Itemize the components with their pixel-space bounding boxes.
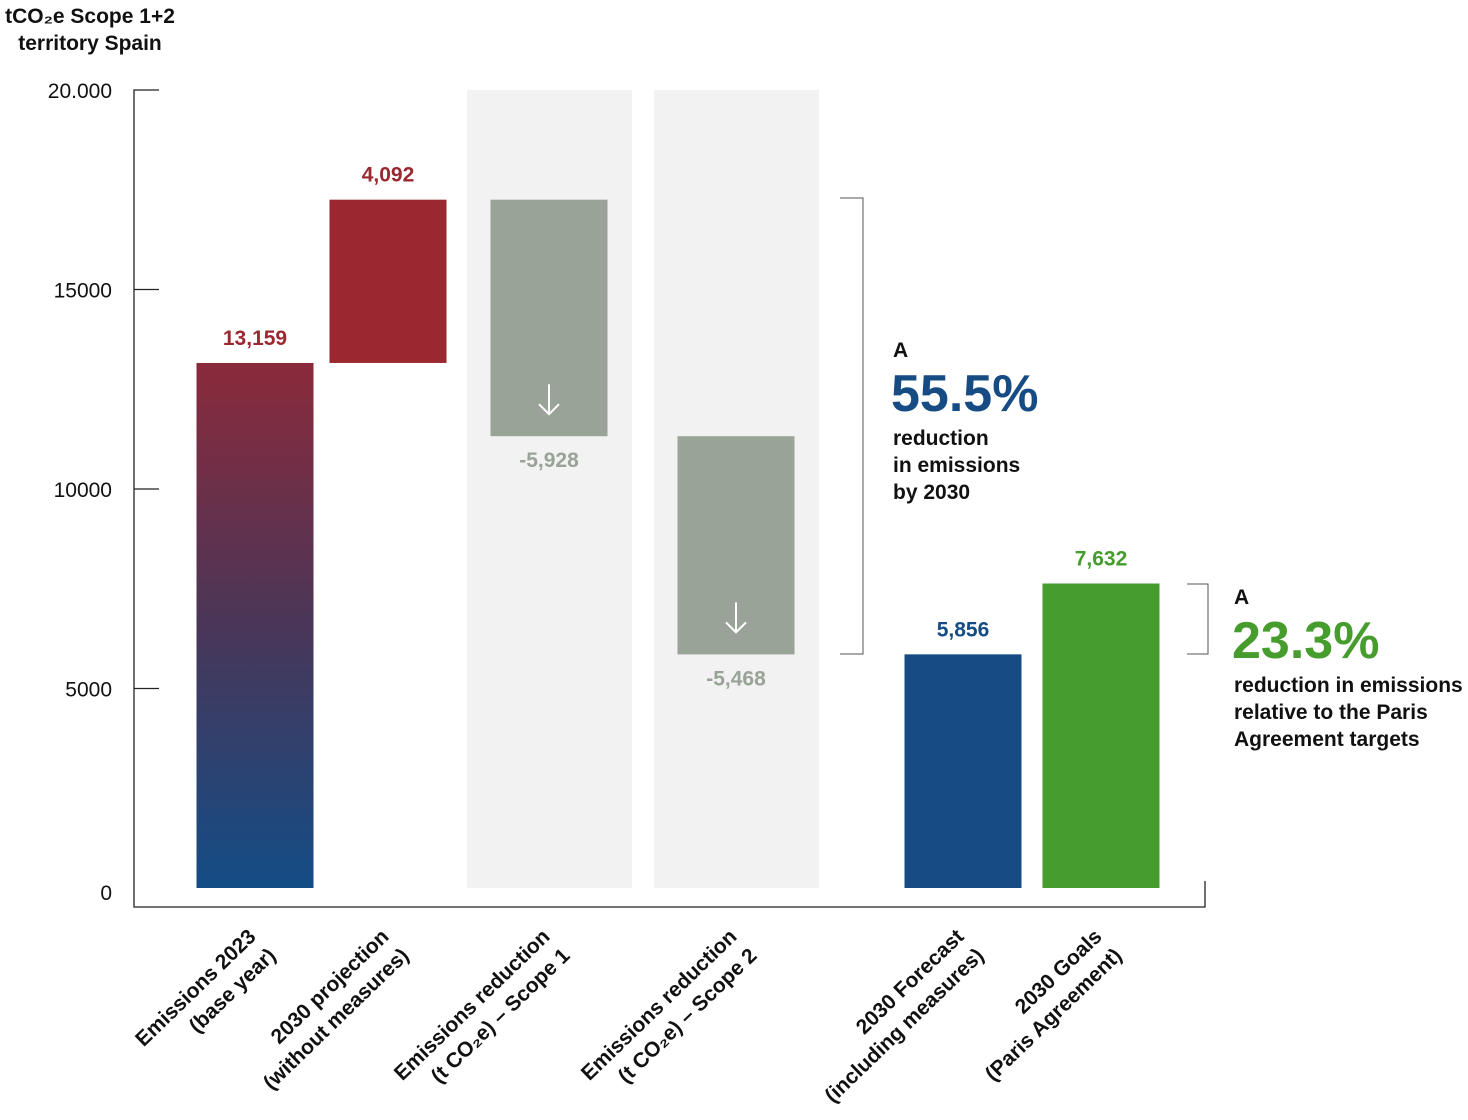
x-tick-label: Emissions reduction [390,925,555,1085]
annotation-prefix: A [893,339,908,362]
annotation-text: reduction in emissions [1234,674,1463,697]
y-tick-label: 20.000 [48,80,112,103]
y-tick-label: 15000 [54,280,112,303]
annotation-prefix: A [1234,586,1249,609]
arrow-down-icon [538,384,560,416]
data-label: -5,468 [706,667,766,690]
bracket [840,197,864,655]
data-label: 4,092 [362,164,415,187]
annotation-value: 55.5% [891,365,1038,423]
y-tick-label: 0 [100,882,112,905]
annotation-text: by 2030 [893,481,970,504]
data-label: 13,159 [223,327,287,350]
annotation-text: Agreement targets [1234,728,1420,751]
data-label: 5,856 [937,618,990,641]
bar [329,199,447,363]
y-axis-title: tCO₂e Scope 1+2 [5,5,175,28]
y-tick-label: 5000 [65,679,112,702]
annotation-text: reduction [893,427,989,450]
annotation-text: in emissions [893,454,1020,477]
annotation-value: 23.3% [1232,612,1379,670]
annotation-text: relative to the Paris [1234,701,1428,724]
data-label: 7,632 [1075,547,1128,570]
bar [904,654,1022,888]
y-tick-label: 10000 [54,479,112,502]
x-tick-label: (including measures) [821,944,989,1107]
axis-frame [133,89,1206,908]
data-label: -5,928 [519,449,579,472]
bar [1042,583,1160,888]
x-tick-label: Emissions reduction [577,925,742,1085]
y-axis-title: territory Spain [18,32,162,55]
bracket [1187,583,1209,655]
arrow-down-icon [725,602,747,634]
bar [196,362,314,888]
